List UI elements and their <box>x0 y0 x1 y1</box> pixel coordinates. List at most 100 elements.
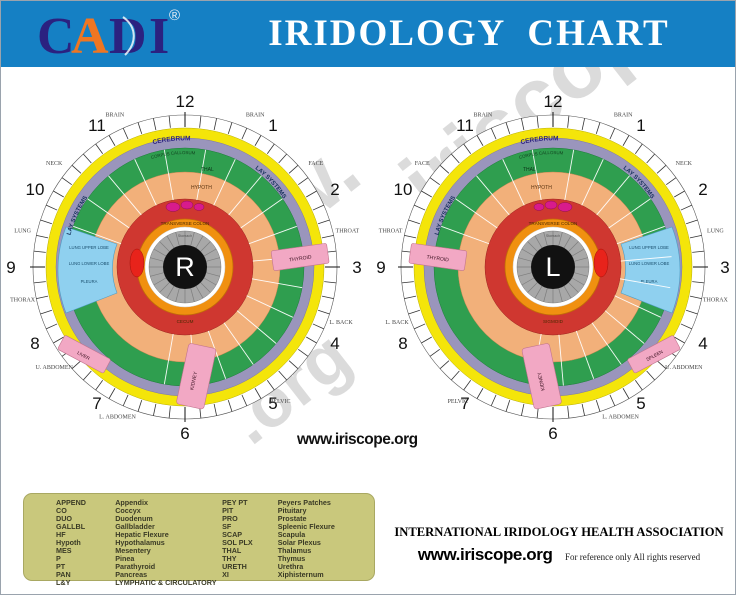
legend-abbr: P <box>56 554 61 563</box>
legend-row: HF Hepatic Flexure SCAP Scapula <box>56 531 374 539</box>
heart-marker <box>593 248 609 278</box>
sigmoid-label: SIGMOID <box>543 319 564 324</box>
svg-text:PELVIC: PELVIC <box>270 399 290 405</box>
registered-trademark-icon: ® <box>169 7 181 24</box>
svg-text:10: 10 <box>26 180 45 199</box>
svg-text:THROAT: THROAT <box>379 228 403 234</box>
svg-text:KIDNEY: KIDNEY <box>537 371 547 391</box>
svg-text:FACE: FACE <box>415 161 430 167</box>
legend-row: DUO Duodenum PRO Prostate <box>56 515 374 523</box>
legend-abbr2: PEY PT <box>222 498 248 507</box>
clock-numbers-right-eye: 12 1 2 3 4 5 6 7 8 9 10 11 <box>6 92 361 443</box>
legend-abbr2: PIT <box>222 506 234 515</box>
svg-text:1: 1 <box>636 116 645 135</box>
stomach-striations <box>149 231 221 303</box>
clock-numbers-left-eye: 12 1 2 3 4 5 6 7 8 9 10 11 <box>376 92 729 443</box>
eye-label-left: L <box>545 252 560 282</box>
legend-abbr: APPEND <box>56 498 86 507</box>
callout-liver: LIVER <box>57 335 111 374</box>
svg-text:PELVIC: PELVIC <box>448 399 468 405</box>
svg-text:3: 3 <box>352 258 361 277</box>
svg-text:BRAIN: BRAIN <box>246 113 265 119</box>
legend-full: Coccyx <box>115 506 141 515</box>
abbreviation-legend: APPEND Appendix PEY PT Peyers Patches CO… <box>23 493 375 587</box>
legend-row: CO Coccyx PIT Pituitary <box>56 507 374 515</box>
lung-sector-labels: LUNG UPPER LOBE LUNG LOWER LOBE PLEURA <box>69 245 110 284</box>
legend-abbr2: THY <box>222 554 237 563</box>
svg-text:FACE: FACE <box>308 161 323 167</box>
heart-marker <box>129 248 145 278</box>
legend-abbr2: URETH <box>222 562 247 571</box>
association-name: INTERNATIONAL IRIDOLOGY HEALTH ASSOCIATI… <box>394 525 724 539</box>
svg-text:THORAX: THORAX <box>703 298 729 304</box>
gland-markers <box>165 200 205 212</box>
svg-text:3: 3 <box>720 258 729 277</box>
iris-chart-right-eye: LUNG UPPER LOBE LUNG LOWER LOBE PLEURA <box>1 67 369 467</box>
legend-row: GALLBL Gallbladder SF Spleenic Flexure <box>56 523 374 531</box>
svg-text:BRAIN: BRAIN <box>614 113 633 119</box>
legend-full: Pinea <box>115 554 135 563</box>
legend-full2: Solar Plexus <box>277 538 321 547</box>
corpus-callosum-label: CORPUS CALLOSUM <box>150 150 196 160</box>
lung-sector <box>620 226 681 314</box>
svg-text:4: 4 <box>330 334 339 353</box>
transverse-colon-label: TRANSVERSE COLON <box>161 221 210 226</box>
svg-text:BRAIN: BRAIN <box>474 113 493 119</box>
website-link[interactable]: www.iriscope.org <box>417 545 553 564</box>
legend-full: Duodenum <box>115 514 153 523</box>
svg-text:7: 7 <box>92 394 101 413</box>
svg-text:8: 8 <box>398 334 407 353</box>
svg-text:1: 1 <box>268 116 277 135</box>
svg-text:PLEURA: PLEURA <box>81 279 98 284</box>
gland-markers <box>533 200 573 212</box>
svg-text:11: 11 <box>88 116 106 135</box>
outer-region-labels-right-eye: BRAIN BRAIN FACE THROAT L. BACK PELVIC L… <box>10 113 359 421</box>
svg-text:6: 6 <box>548 424 557 443</box>
svg-text:5: 5 <box>268 394 277 413</box>
legend-full: Pancreas <box>115 570 148 579</box>
svg-text:PLEURA: PLEURA <box>641 279 658 284</box>
svg-text:LUNG LOWER LOBE: LUNG LOWER LOBE <box>629 261 670 266</box>
legend-row: P Pinea THY Thymus <box>56 555 374 563</box>
svg-text:I: I <box>149 9 169 61</box>
cecum-label: CECUM <box>177 319 194 324</box>
iris-chart-left-eye: LUNG UPPER LOBE LUNG LOWER LOBE PLEURA <box>369 67 735 467</box>
cerebrum-label: CEREBRUM <box>152 135 191 146</box>
clock-leader-lines <box>398 112 708 422</box>
svg-text:THORAX: THORAX <box>10 298 36 304</box>
legend-full2: Thymus <box>277 554 306 563</box>
legend-full: Hepatic Flexure <box>115 530 169 539</box>
legend-abbr: Hypoth <box>56 538 81 547</box>
iris-charts-container: www. iriscope .org <box>1 67 735 467</box>
legend-abbr2: XI <box>222 570 229 579</box>
svg-text:A: A <box>71 9 109 61</box>
legend-full: Appendix <box>115 498 148 507</box>
svg-text:LIVER: LIVER <box>76 350 91 361</box>
corpus-callosum-label: CORPUS CALLOSUM <box>518 150 564 160</box>
pupil <box>163 245 207 289</box>
legend-row: Hypoth Hypothalamus SOL PLX Solar Plexus <box>56 539 374 547</box>
footer-row: www.iriscope.org For reference only All … <box>389 545 729 565</box>
rights-notice: For reference only All rights reserved <box>564 552 701 562</box>
legend-full: Hypothalamus <box>115 538 165 547</box>
legend-abbr2: SF <box>222 522 232 531</box>
svg-text:7: 7 <box>460 394 469 413</box>
legend-row: APPEND Appendix PEY PT Peyers Patches <box>56 499 374 507</box>
legend-full2: Scapula <box>277 530 306 539</box>
thal-label: THAL <box>523 167 536 173</box>
callout-spleen: SPLEEN <box>627 335 681 374</box>
svg-text:8: 8 <box>30 334 39 353</box>
legend-row: PT Parathyroid URETH Urethra <box>56 563 374 571</box>
eye-label-right: R <box>175 252 195 282</box>
legend-full2: Xiphisternum <box>277 570 324 579</box>
legend-abbr2: PRO <box>222 514 238 523</box>
legend-abbr: GALLBL <box>56 522 86 531</box>
svg-text:11: 11 <box>456 116 474 135</box>
legend-full: LYMPHATIC & CIRCULATORY <box>115 578 217 587</box>
hypoth-label: HYPOTH <box>191 185 212 191</box>
svg-text:U. ABDOMEN: U. ABDOMEN <box>36 365 74 371</box>
svg-text:C: C <box>37 9 75 61</box>
svg-text:L. BACK: L. BACK <box>385 320 409 326</box>
svg-text:LUNG UPPER LOBE: LUNG UPPER LOBE <box>69 245 109 250</box>
